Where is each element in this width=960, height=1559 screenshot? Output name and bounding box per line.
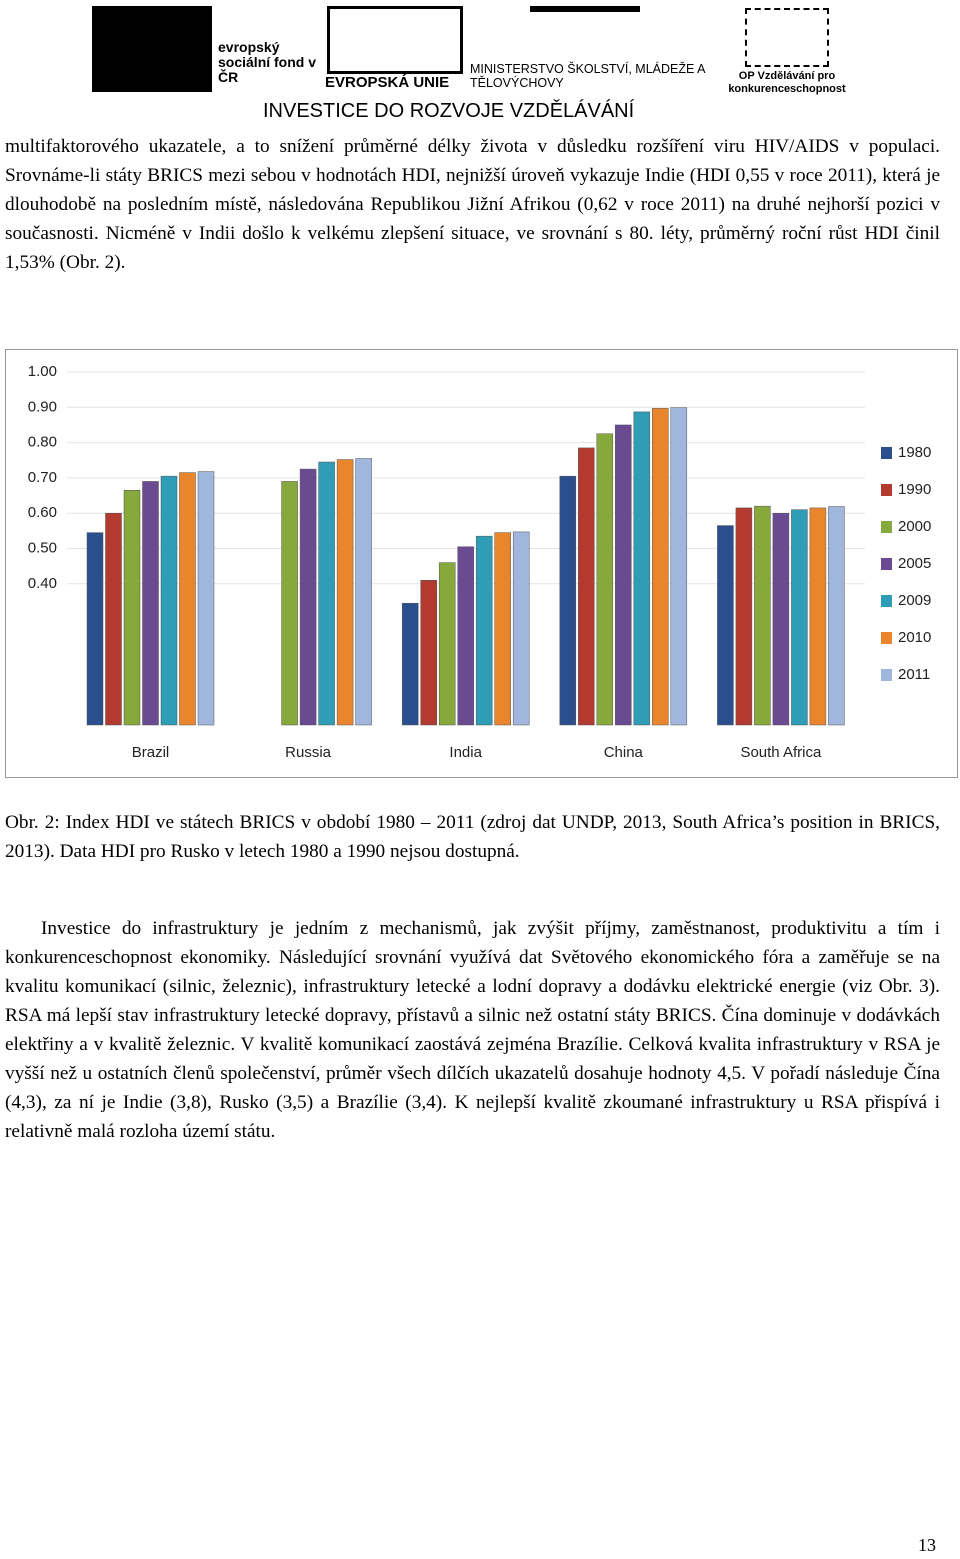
legend-label: 2009 [898, 592, 931, 609]
bar [578, 447, 595, 726]
x-tick-label: South Africa [740, 744, 822, 761]
legend-swatch [881, 484, 892, 496]
legend-swatch [881, 632, 892, 644]
paragraph: Investice do infrastruktury je jedním z … [5, 918, 940, 1142]
bar [179, 472, 196, 726]
y-tick-label: 0.90 [28, 398, 57, 415]
bar [615, 424, 632, 726]
y-tick-label: 0.40 [28, 575, 57, 592]
bar [457, 546, 474, 726]
bar [420, 580, 437, 726]
legend-label: 2010 [898, 629, 931, 646]
bar [828, 506, 845, 726]
bar [299, 468, 317, 726]
msmt-name: MINISTERSTVO ŠKOLSTVÍ, MLÁDEŽE A TĚLOVÝC… [470, 62, 705, 90]
x-tick-label: Russia [285, 744, 332, 761]
esf-logo [92, 6, 212, 92]
paragraph: multifaktorového ukazatele, a to snížení… [5, 136, 940, 273]
op-name: OP Vzdělávání pro konkurenceschopnost [728, 70, 846, 95]
legend-label: 1980 [898, 444, 931, 461]
bar [494, 532, 511, 726]
bar [772, 512, 790, 726]
bar [281, 481, 298, 726]
bar [105, 512, 122, 726]
bar [596, 433, 614, 726]
bar [142, 481, 159, 726]
eu-flag [327, 6, 463, 74]
slogan: INVESTICE DO ROZVOJE VZDĚLÁVÁNÍ [263, 100, 635, 122]
y-tick-label: 1.00 [28, 363, 57, 380]
bar [123, 490, 141, 726]
msmt-logo [530, 6, 640, 64]
bar [86, 532, 104, 726]
bar [318, 461, 335, 726]
legend-swatch [881, 595, 892, 607]
eu-name: EVROPSKÁ UNIE [325, 74, 450, 91]
legend-label: 1990 [898, 481, 931, 498]
op-logo [745, 8, 829, 67]
bar [791, 509, 808, 726]
legend-swatch [881, 521, 892, 533]
bar [735, 507, 753, 726]
bar [197, 471, 215, 726]
bar [438, 562, 456, 726]
y-tick-label: 0.60 [28, 504, 57, 521]
page-number: 13 [918, 1535, 936, 1555]
x-tick-label: China [604, 744, 644, 761]
y-tick-label: 0.50 [28, 539, 57, 556]
bar [633, 411, 651, 726]
legend-swatch [881, 558, 892, 570]
bar [670, 407, 688, 726]
esf-name: evropský sociální fond v ČR [218, 39, 317, 85]
x-tick-label: Brazil [132, 744, 170, 761]
bar [717, 525, 734, 726]
legend-label: 2011 [898, 666, 930, 683]
bar [652, 408, 669, 726]
bar [559, 475, 577, 726]
legend-label: 2005 [898, 555, 931, 572]
bar [809, 507, 827, 726]
legend-swatch [881, 447, 892, 459]
bar [512, 531, 530, 726]
legend-label: 2000 [898, 518, 931, 535]
bar [401, 602, 419, 726]
bar [336, 459, 354, 726]
y-tick-label: 0.70 [28, 469, 57, 486]
y-tick-label: 0.80 [28, 434, 57, 451]
legend-swatch [881, 669, 892, 681]
bar [355, 458, 372, 726]
bar [160, 475, 178, 726]
bar [754, 505, 771, 726]
x-tick-label: India [449, 744, 482, 761]
chart: 0.40 0.50 0.60 0.70 0.80 0.90 1.00 Brazil Russia… [5, 349, 958, 778]
bar [475, 535, 493, 726]
caption: Obr. 2: Index HDI ve státech BRICS v obd… [5, 812, 940, 862]
